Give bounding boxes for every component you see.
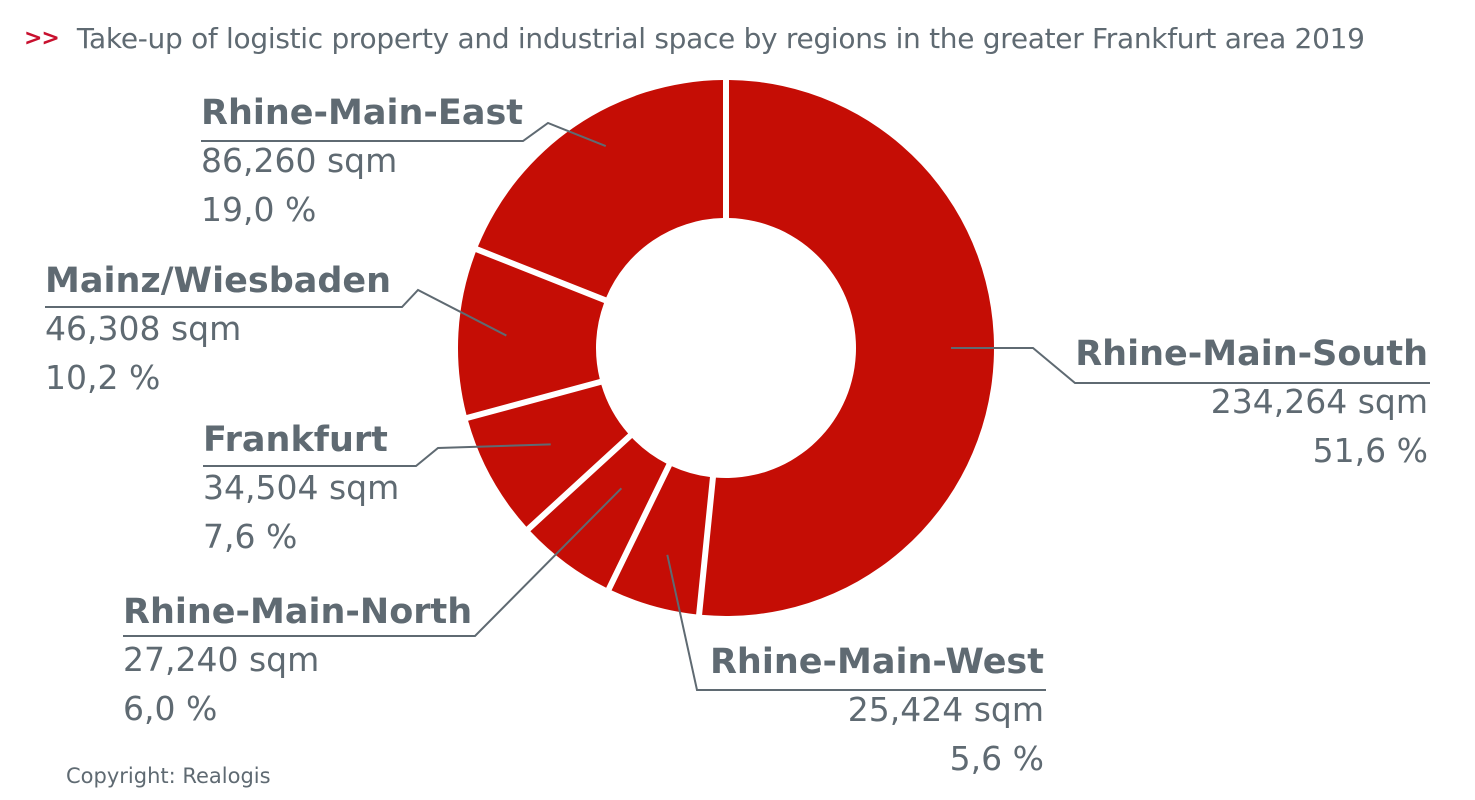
slice-name: Frankfurt [203, 420, 388, 460]
slice-percent: 6,0 % [123, 689, 218, 728]
donut-slice-rhine-main-west [611, 466, 710, 615]
leader-line-rhine-main-south [951, 347, 1430, 384]
slice-percent: 19,0 % [201, 190, 317, 229]
donut-slice-frankfurt [468, 384, 629, 527]
slice-percent: 5,6 % [949, 739, 1044, 778]
slice-name: Rhine-Main-South [1075, 334, 1428, 374]
donut-slice-mainz-wiesbaden [458, 252, 605, 416]
chart-title: Take-up of logistic property and industr… [76, 21, 1365, 55]
leader-line-mainz-wiesbaden [45, 288, 507, 337]
slice-value: 234,264 sqm [1210, 382, 1428, 421]
slice-label-rhine-main-north: Rhine-Main-North 27,240 sqm 6,0 % [123, 589, 472, 733]
leader-lines [45, 121, 1430, 691]
slice-percent: 51,6 % [1312, 431, 1428, 470]
donut-slice-rhine-main-south [702, 80, 995, 617]
slice-value: 27,240 sqm [123, 640, 320, 679]
leader-line-rhine-main-west [666, 554, 1046, 691]
donut-slices [458, 80, 995, 617]
copyright-note: Copyright: Realogis [66, 764, 271, 788]
slice-label-mainz-wiesbaden: Mainz/Wiesbaden 46,308 sqm 10,2 % [45, 258, 391, 402]
slice-value: 34,504 sqm [203, 468, 400, 507]
donut-slice-rhine-main-east [477, 80, 724, 298]
slice-name: Rhine-Main-North [123, 592, 473, 632]
slice-name: Rhine-Main-West [709, 642, 1044, 682]
slice-name: Mainz/Wiesbaden [45, 261, 392, 301]
slice-value: 25,424 sqm [847, 690, 1044, 729]
leader-line-rhine-main-east [201, 121, 607, 148]
slice-percent: 10,2 % [45, 358, 161, 397]
slice-label-rhine-main-south: Rhine-Main-South 234,264 sqm 51,6 % [1075, 331, 1428, 475]
chevron-double-right-icon: >> [24, 25, 60, 51]
donut-slice-rhine-main-north [530, 437, 667, 588]
leader-line-frankfurt [203, 443, 551, 467]
slice-name: Rhine-Main-East [201, 93, 524, 133]
slice-percent: 7,6 % [203, 517, 298, 556]
slice-label-rhine-main-east: Rhine-Main-East 86,260 sqm 19,0 % [201, 90, 523, 234]
leader-line-rhine-main-north [123, 487, 623, 637]
slice-label-frankfurt: Frankfurt 34,504 sqm 7,6 % [203, 417, 399, 561]
slice-value: 46,308 sqm [45, 309, 242, 348]
chart-title-row: >> Take-up of logistic property and indu… [24, 16, 1365, 60]
slice-value: 86,260 sqm [201, 141, 398, 180]
slice-label-rhine-main-west: Rhine-Main-West 25,424 sqm 5,6 % [710, 639, 1044, 783]
